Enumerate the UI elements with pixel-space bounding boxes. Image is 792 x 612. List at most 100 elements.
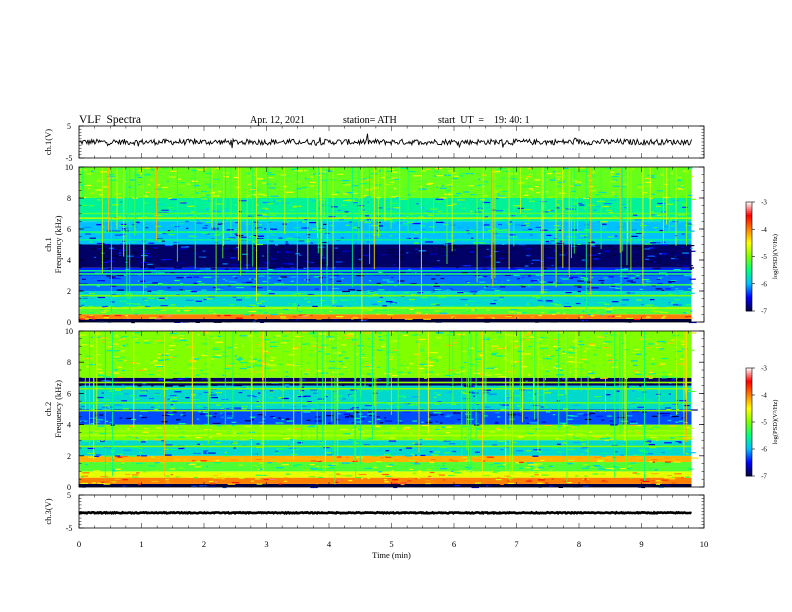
noise-cell (230, 194, 235, 196)
noise-cell (291, 386, 295, 388)
noise-cell (665, 274, 669, 276)
noise-cell (645, 399, 653, 401)
noise-cell (366, 447, 373, 449)
noise-cell (685, 476, 689, 478)
noise-cell (685, 224, 693, 226)
noise-cell (199, 485, 207, 487)
noise-cell (530, 469, 534, 471)
sferic-streak (466, 331, 468, 451)
noise-cell (249, 416, 256, 418)
noise-cell (96, 396, 104, 399)
noise-cell (592, 473, 598, 475)
noise-cell (411, 425, 416, 427)
noise-cell (209, 394, 217, 396)
noise-cell (660, 403, 663, 405)
noise-cell (261, 362, 267, 364)
noise-cell (385, 398, 390, 400)
noise-cell (259, 257, 267, 259)
noise-cell (502, 331, 505, 333)
noise-cell (684, 237, 692, 239)
noise-cell (278, 169, 284, 171)
noise-cell (378, 336, 382, 338)
noise-cell (298, 396, 303, 398)
noise-cell (346, 441, 352, 444)
noise-cell (82, 472, 90, 474)
noise-cell (657, 394, 665, 397)
noise-cell (504, 353, 511, 355)
noise-cell (212, 422, 221, 424)
noise-cell (670, 339, 675, 341)
noise-cell (457, 333, 465, 336)
noise-cell (280, 282, 284, 284)
sferic-streak (207, 331, 209, 380)
noise-cell (390, 177, 398, 179)
noise-cell (143, 383, 147, 385)
noise-cell (119, 300, 127, 302)
noise-cell (343, 184, 351, 186)
noise-cell (435, 200, 438, 202)
noise-cell (275, 422, 284, 424)
colorbar-step (746, 278, 752, 281)
noise-cell (339, 440, 345, 442)
noise-cell (637, 378, 643, 380)
noise-cell (585, 481, 591, 483)
noise-cell (95, 454, 102, 456)
noise-cell (577, 258, 582, 260)
noise-cell (543, 248, 549, 250)
noise-cell (148, 374, 155, 376)
noise-cell (584, 392, 588, 395)
noise-cell (537, 320, 544, 322)
noise-cell (524, 417, 529, 419)
noise-cell (591, 291, 600, 293)
noise-cell (569, 371, 572, 373)
noise-cell (88, 456, 96, 458)
sferic-streak (520, 167, 522, 214)
noise-cell (80, 482, 88, 484)
noise-cell (627, 484, 636, 486)
sferic-streak (587, 331, 589, 463)
noise-cell (157, 272, 165, 274)
sferic-streak (246, 167, 248, 269)
noise-cell (178, 436, 186, 438)
noise-cell (467, 466, 473, 468)
noise-cell (328, 216, 336, 218)
noise-cell (662, 415, 670, 417)
noise-cell (437, 337, 441, 339)
noise-cell (253, 235, 258, 237)
noise-cell (212, 171, 218, 173)
noise-cell (137, 222, 140, 224)
noise-cell (630, 421, 636, 423)
noise-cell (311, 379, 317, 381)
noise-cell (652, 309, 655, 311)
noise-cell (307, 199, 316, 201)
noise-cell (645, 304, 654, 306)
noise-cell (365, 438, 373, 440)
noise-cell (154, 408, 159, 410)
noise-cell (671, 256, 679, 258)
noise-cell (659, 214, 666, 216)
noise-cell (269, 240, 274, 242)
noise-cell (244, 257, 249, 259)
noise-cell (302, 449, 308, 451)
sferic-streak (407, 167, 409, 234)
noise-cell (224, 268, 229, 270)
noise-cell (202, 379, 208, 381)
noise-cell (485, 286, 488, 288)
noise-cell (220, 416, 224, 418)
noise-cell (189, 476, 194, 478)
noise-cell (209, 483, 216, 485)
noise-cell (226, 413, 234, 415)
noise-cell (232, 276, 237, 278)
sferic-streak (207, 331, 209, 445)
noise-cell (259, 336, 263, 338)
colorbar-step (746, 254, 752, 257)
noise-cell (436, 175, 443, 177)
noise-cell (290, 276, 296, 278)
noise-cell (495, 385, 503, 387)
colorbar-step (746, 212, 752, 216)
noise-cell (99, 440, 106, 442)
noise-cell (605, 306, 612, 308)
noise-cell (112, 220, 119, 222)
noise-cell (182, 412, 186, 414)
noise-cell (450, 470, 454, 472)
